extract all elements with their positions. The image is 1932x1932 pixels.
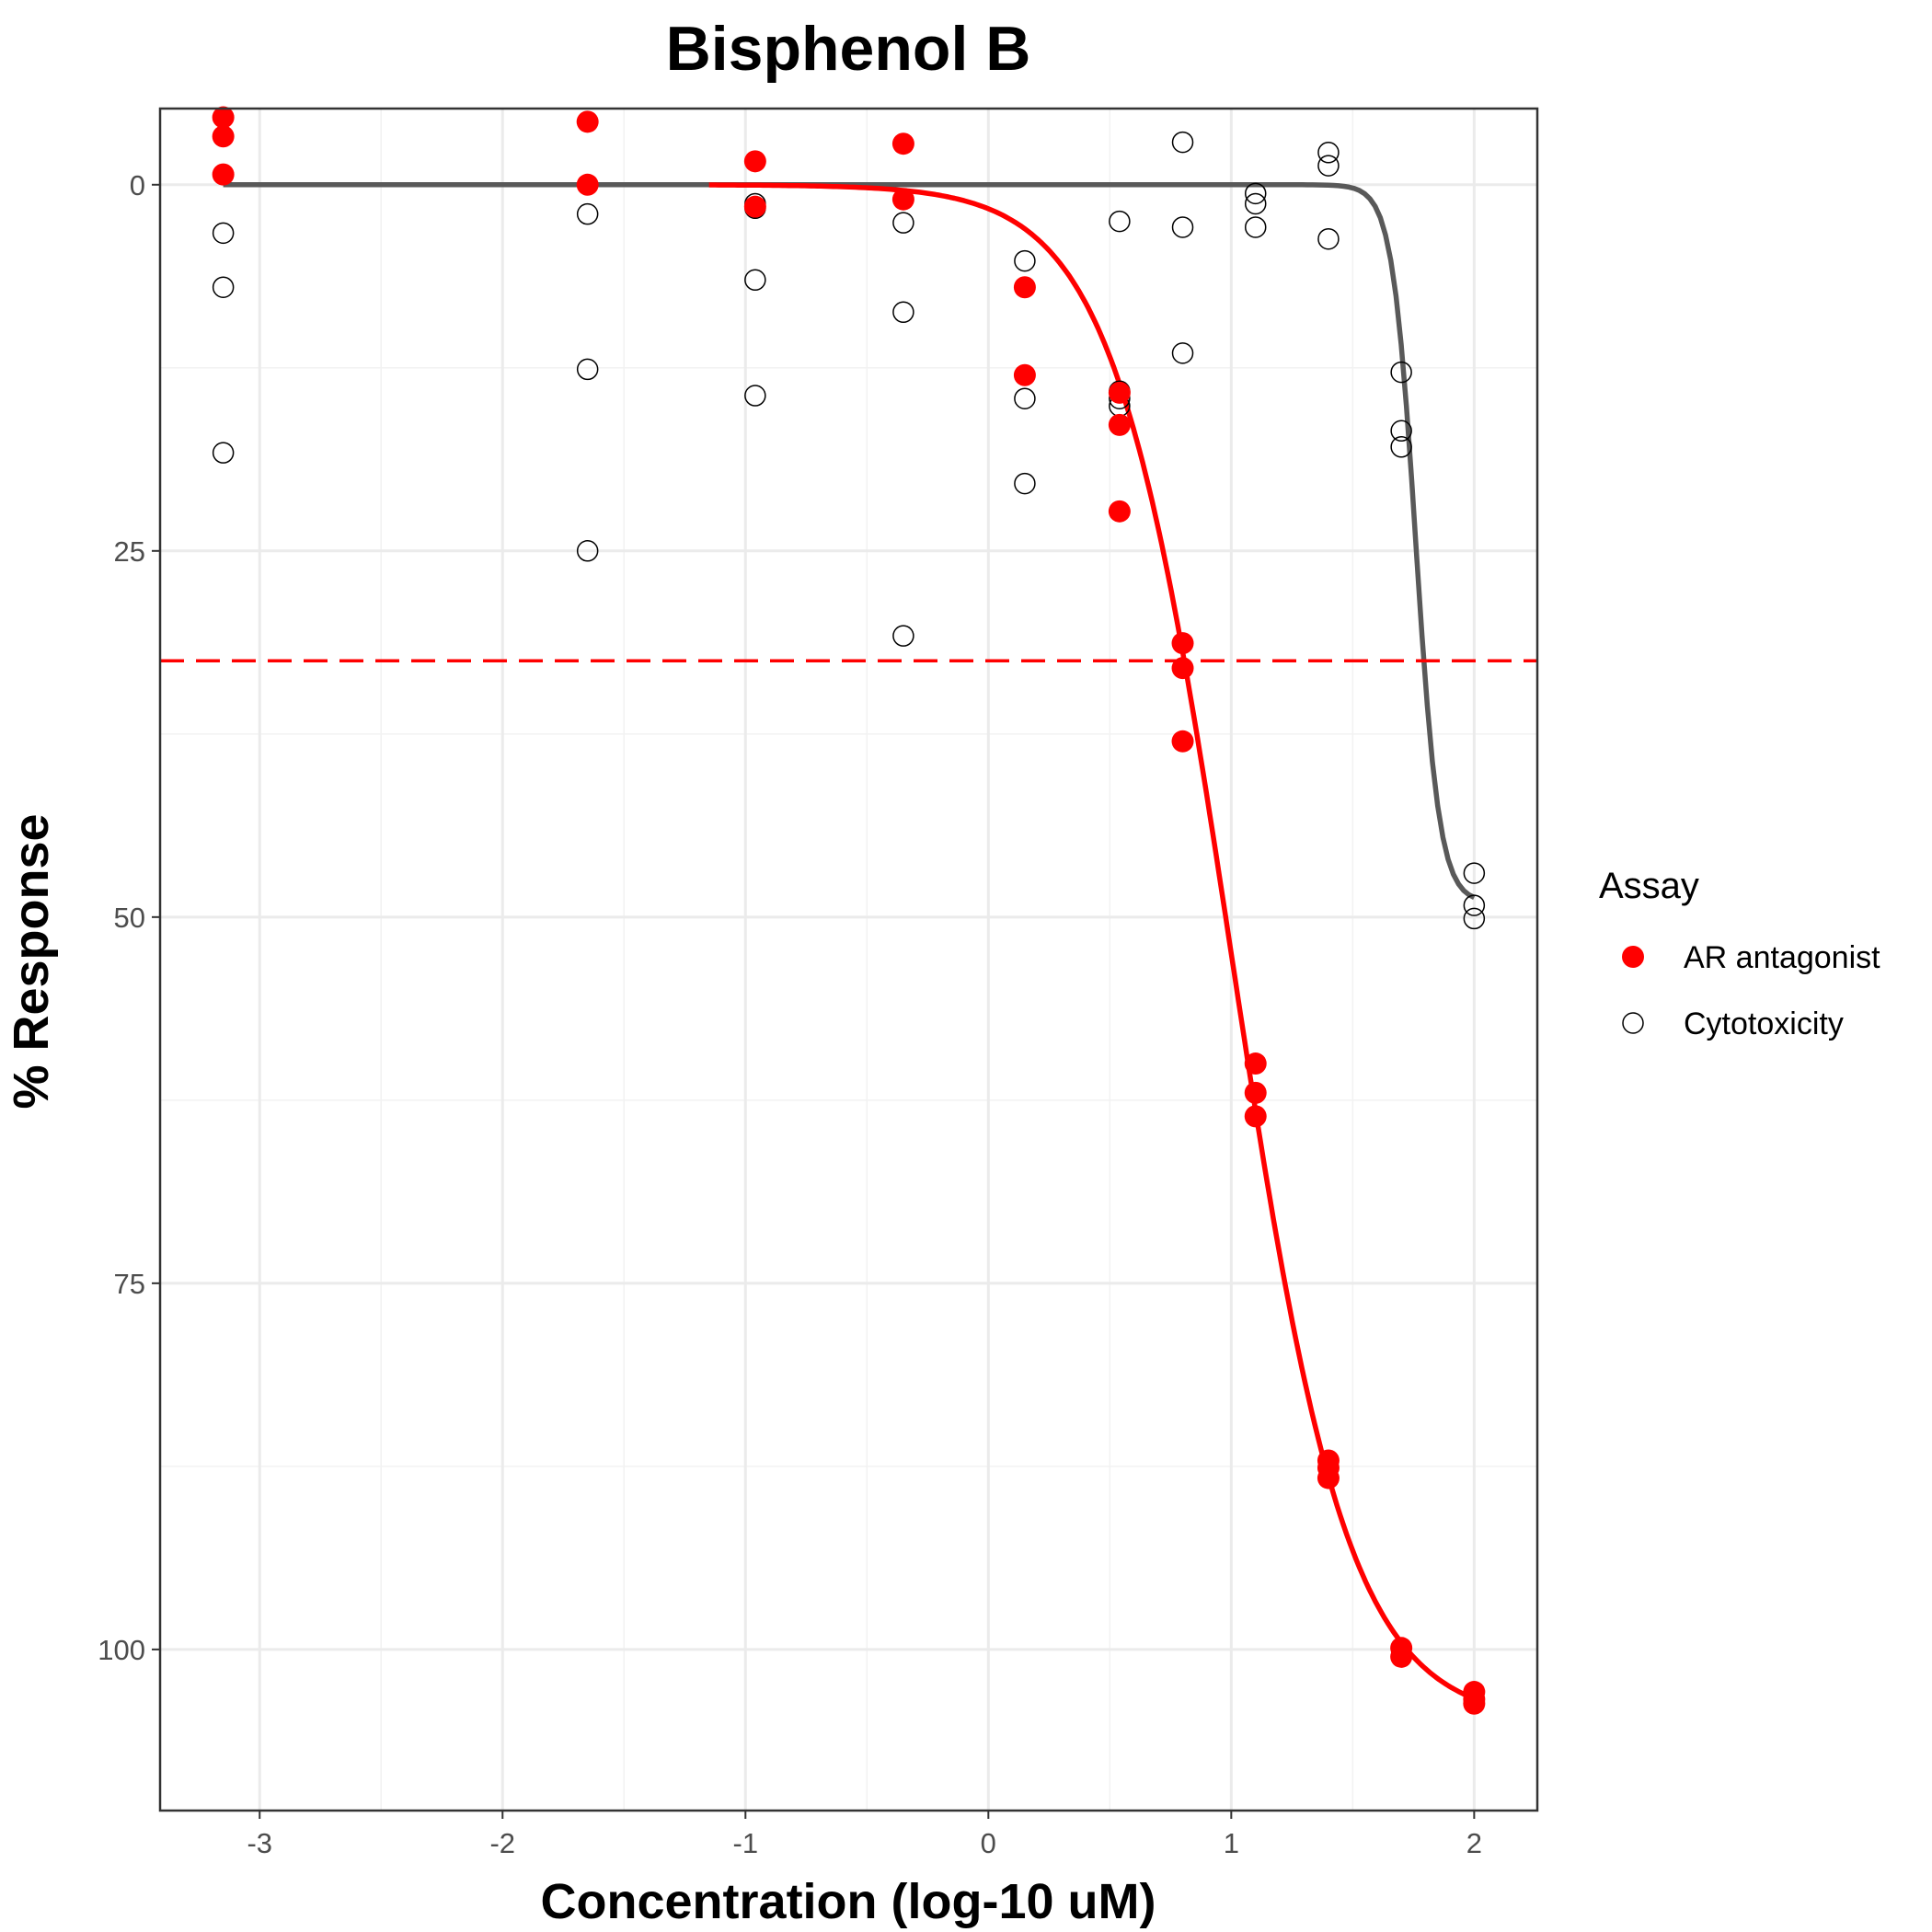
y-tick-label: 75	[114, 1268, 145, 1300]
cytotoxicity-point	[892, 625, 914, 647]
y-tick-label: 0	[130, 169, 145, 201]
cytotoxicity-point	[576, 540, 599, 562]
plot-border	[158, 107, 1539, 1812]
ar-antagonist-point	[1108, 413, 1131, 436]
cytotoxicity-point	[1244, 192, 1267, 215]
ar-antagonist-point	[891, 132, 914, 155]
legend: Assay AR antagonist Cytotoxicity	[1599, 866, 1880, 1041]
y-tick-label: 100	[98, 1634, 145, 1666]
x-tick-label: 0	[981, 1827, 996, 1859]
ar-antagonist-point	[1244, 1081, 1267, 1104]
ar-antagonist-point	[576, 173, 599, 196]
cytotoxicity-point	[1171, 342, 1194, 364]
legend-label-ar-antagonist: AR antagonist	[1684, 940, 1880, 975]
ar-antagonist-point	[1463, 1692, 1486, 1715]
cytotoxicity-point	[744, 385, 766, 407]
cytotoxicity-point	[212, 442, 235, 464]
ar-antagonist-point	[891, 188, 914, 211]
y-tick-label: 25	[114, 535, 145, 568]
cytotoxicity-point	[1014, 249, 1036, 272]
ar-antagonist-point	[1108, 500, 1131, 523]
plot-area: -3 -2 -1 0 1 2 0 25 50 75 100	[98, 106, 1539, 1859]
cytotoxicity-point	[1244, 216, 1267, 238]
cytotoxicity-point	[1244, 182, 1267, 205]
cytotoxicity-point	[1390, 420, 1412, 443]
legend-label-cytotoxicity: Cytotoxicity	[1684, 1006, 1844, 1041]
cytotoxicity-point	[576, 202, 599, 225]
ar-antagonist-point	[1244, 1052, 1267, 1075]
ar-antagonist-fit-curve	[708, 182, 1476, 1701]
cytotoxicity-point	[576, 358, 599, 381]
ar-antagonist-point	[212, 163, 235, 186]
ar-antagonist-point	[1171, 632, 1194, 655]
x-tick-label: -1	[733, 1827, 759, 1859]
cytotoxicity-point	[1171, 216, 1194, 238]
ar-antagonist-point	[1013, 276, 1036, 299]
ar-antagonist-point	[212, 125, 235, 148]
x-tick-label: 2	[1466, 1827, 1482, 1859]
ar-antagonist-point	[1317, 1466, 1340, 1489]
ar-antagonist-point	[743, 150, 766, 173]
x-tick-label: 1	[1224, 1827, 1239, 1859]
legend-marker-ar-antagonist	[1622, 946, 1644, 968]
legend-marker-cytotoxicity	[1622, 1012, 1644, 1034]
cytotoxicity-point	[892, 301, 914, 324]
cytotoxicity-point	[1109, 210, 1131, 233]
cytotoxicity-point	[1463, 907, 1486, 930]
ar-antagonist-point	[576, 110, 599, 133]
y-axis-title: % Response	[4, 813, 59, 1109]
ar-antagonist-point	[1171, 730, 1194, 753]
ar-antagonist-point	[1108, 381, 1131, 404]
ar-antagonist-point	[1013, 363, 1036, 386]
cytotoxicity-point	[1317, 227, 1340, 250]
cytotoxicity-point	[212, 276, 235, 298]
ar-antagonist-point	[1244, 1105, 1267, 1128]
cytotoxicity-point	[1014, 387, 1036, 409]
legend-title: Assay	[1599, 866, 1699, 906]
cytotoxicity-point	[1014, 472, 1036, 495]
x-tick-label: -3	[247, 1827, 272, 1859]
x-axis-title: Concentration (log-10 uM)	[541, 1874, 1156, 1929]
cytotoxicity-point	[1390, 436, 1412, 458]
cytotoxicity-point	[1317, 142, 1340, 164]
ar-antagonist-point	[1390, 1645, 1413, 1668]
cytotoxicity-point	[212, 222, 235, 245]
chart-title: Bisphenol B	[666, 14, 1031, 84]
cytotoxicity-point	[1463, 862, 1486, 884]
cytotoxicity-point	[1317, 155, 1340, 177]
cytotoxicity-point	[744, 269, 766, 292]
cytotoxicity-point	[1463, 894, 1486, 916]
cytotoxicity-point	[1171, 131, 1194, 154]
x-tick-label: -2	[489, 1827, 515, 1859]
y-tick-label: 50	[114, 902, 145, 934]
cytotoxicity-point	[892, 212, 914, 234]
ar-antagonist-point	[743, 195, 766, 218]
ar-antagonist-point	[212, 106, 235, 129]
cytotoxicity-point	[1390, 361, 1412, 384]
ar-antagonist-point	[1171, 657, 1194, 680]
plot-panel	[160, 109, 1537, 1811]
